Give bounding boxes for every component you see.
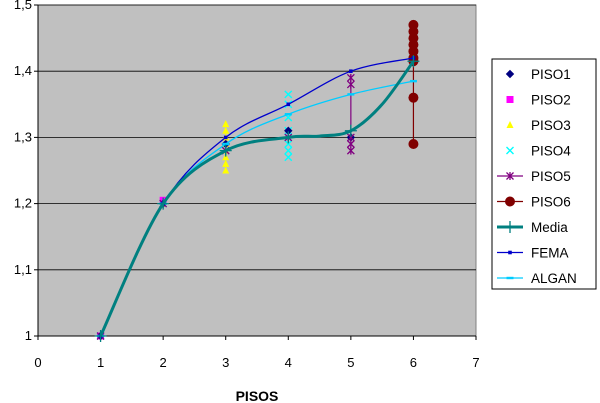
legend-item-piso2: PISO2 bbox=[506, 93, 571, 108]
legend-label-media: Media bbox=[531, 220, 568, 235]
series-media bbox=[94, 55, 420, 342]
legend: PISO1 PISO2 PISO3 PISO4 PISO5 PISO6 Media FEMA A… bbox=[491, 58, 597, 290]
data-point-piso3 bbox=[222, 126, 230, 134]
legend-label-piso5: PISO5 bbox=[531, 169, 571, 184]
legend-label-algan: ALGAN bbox=[531, 271, 577, 286]
data-point-piso3 bbox=[222, 120, 230, 128]
data-point-algan bbox=[347, 93, 355, 96]
data-point-fema bbox=[349, 69, 353, 73]
legend-item-algan: ALGAN bbox=[497, 271, 577, 286]
legend-item-piso5: PISO5 bbox=[497, 169, 571, 184]
legend-marker-piso2 bbox=[506, 96, 514, 103]
data-point-media bbox=[344, 124, 357, 137]
data-point-fema bbox=[223, 135, 228, 140]
legend-label-piso1: PISO1 bbox=[531, 67, 571, 82]
axes: 11,11,21,31,41,50 1 2 3 4 5 6 7 bbox=[14, 0, 480, 370]
data-point-piso3 bbox=[222, 166, 230, 174]
x-tick-label: 2 bbox=[160, 355, 167, 370]
legend-marker-piso4 bbox=[506, 146, 514, 155]
legend-item-piso1: PISO1 bbox=[505, 67, 571, 82]
legend-label-piso6: PISO6 bbox=[531, 195, 571, 210]
data-point-piso4 bbox=[284, 90, 293, 99]
data-point-piso3 bbox=[222, 159, 230, 167]
data-point-piso4 bbox=[284, 146, 293, 155]
data-point-fema bbox=[286, 102, 291, 107]
x-tick-label: 1 bbox=[97, 355, 104, 370]
legend-marker-piso1 bbox=[505, 69, 515, 79]
data-point-media bbox=[407, 55, 420, 68]
series-piso6 bbox=[408, 19, 419, 150]
data-point-piso6 bbox=[408, 92, 419, 103]
x-tick-label: 7 bbox=[472, 355, 479, 370]
legend-label-piso2: PISO2 bbox=[531, 93, 571, 108]
legend-label-fema: FEMA bbox=[531, 246, 569, 261]
legend-marker-media bbox=[504, 221, 516, 233]
legend-item-media: Media bbox=[497, 220, 568, 235]
y-tick-label: 1,5 bbox=[14, 0, 32, 12]
legend-label-piso4: PISO4 bbox=[531, 144, 571, 159]
data-point-piso4 bbox=[284, 140, 293, 149]
y-tick-label: 1 bbox=[25, 328, 32, 343]
y-tick-label: 1,4 bbox=[14, 63, 32, 78]
data-point-algan bbox=[222, 142, 230, 146]
x-axis-title: PISOS bbox=[236, 388, 279, 403]
x-tick-label: 6 bbox=[410, 355, 417, 370]
data-point-piso5 bbox=[346, 146, 355, 155]
y-tick-label: 1,1 bbox=[14, 262, 32, 277]
legend-marker-piso3 bbox=[506, 121, 514, 128]
data-point-piso3 bbox=[222, 153, 230, 161]
x-tick-label: 0 bbox=[34, 355, 41, 370]
legend-item-fema: FEMA bbox=[497, 246, 569, 261]
data-point-media bbox=[94, 330, 107, 342]
data-point-media bbox=[219, 144, 232, 157]
legend-marker-algan bbox=[506, 276, 514, 280]
legend-item-piso6: PISO6 bbox=[497, 195, 571, 210]
legend-item-piso3: PISO3 bbox=[506, 118, 571, 133]
data-point-algan bbox=[409, 79, 417, 83]
y-tick-label: 1,2 bbox=[14, 196, 32, 211]
legend-marker-piso6 bbox=[505, 196, 515, 207]
legend-marker-piso5 bbox=[506, 172, 514, 180]
x-tick-label: 3 bbox=[222, 355, 229, 370]
data-point-media bbox=[157, 197, 170, 210]
gridlines bbox=[38, 4, 476, 271]
x-tick-label: 5 bbox=[347, 355, 354, 370]
legend-marker-fema bbox=[508, 250, 512, 255]
data-point-piso5 bbox=[346, 80, 355, 89]
series-group bbox=[94, 19, 420, 342]
data-point-piso6 bbox=[408, 139, 419, 150]
data-point-media bbox=[282, 131, 295, 144]
x-tick-label: 4 bbox=[285, 355, 292, 370]
data-point-algan bbox=[284, 113, 292, 116]
legend-item-piso4: PISO4 bbox=[506, 144, 571, 159]
y-tick-label: 1,3 bbox=[14, 129, 32, 144]
data-point-piso4 bbox=[284, 153, 293, 162]
legend-label-piso3: PISO3 bbox=[531, 118, 571, 133]
